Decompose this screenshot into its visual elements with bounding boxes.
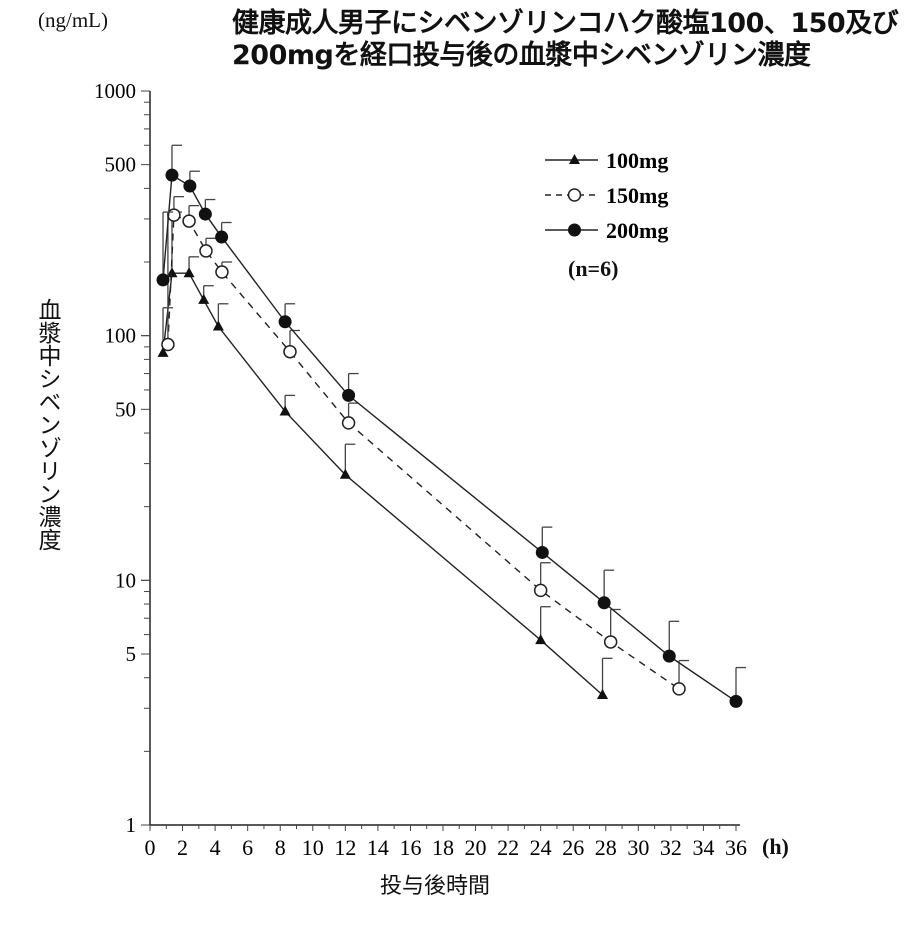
x-tick-label: 28 [595, 835, 617, 860]
legend-label-150mg: 150mg [606, 183, 668, 208]
x-tick-label: 0 [145, 835, 156, 860]
x-tick-label: 2 [177, 835, 188, 860]
x-axis-unit: (h) [762, 834, 789, 859]
x-tick-label: 34 [692, 835, 714, 860]
data-point-200mg [215, 230, 229, 244]
x-tick-label: 32 [660, 835, 682, 860]
data-point-150mg [161, 337, 175, 352]
x-tick-label: 14 [367, 835, 389, 860]
data-point-100mg [597, 688, 609, 699]
legend-marker-200mg [568, 223, 581, 237]
y-tick-label: 50 [115, 397, 136, 421]
data-point-100mg [198, 293, 210, 304]
data-point-200mg [662, 649, 676, 663]
data-point-200mg [165, 168, 179, 182]
chart-title-line-2: 200mgを経口投与後の血漿中シベンゾリン濃度 [232, 40, 811, 71]
y-tick-label: 100 [105, 324, 137, 348]
legend-marker-150mg [567, 188, 582, 202]
data-point-150mg [341, 416, 356, 430]
data-point-200mg [535, 545, 549, 559]
data-point-150mg [283, 344, 297, 359]
x-tick-label: 6 [242, 835, 253, 860]
x-tick-label: 36 [725, 835, 747, 860]
y-tick-label: 500 [105, 153, 137, 177]
x-tick-label: 10 [302, 835, 324, 860]
data-point-150mg [533, 583, 548, 598]
data-point-100mg [157, 346, 169, 357]
data-point-150mg [672, 682, 686, 696]
data-point-100mg [535, 634, 547, 645]
chart-title-line-1: 健康成人男子にシベンゾリンコハク酸塩100、150及び [232, 8, 899, 39]
y-tick-label: 10 [115, 568, 136, 592]
x-tick-label: 30 [627, 835, 649, 860]
data-point-150mg [603, 635, 618, 649]
chart-title: 健康成人男子にシベンゾリンコハク酸塩100、150及び 200mgを経口投与後の… [232, 8, 899, 72]
x-tick-label: 16 [399, 835, 421, 860]
x-tick-label: 18 [432, 835, 454, 860]
data-point-200mg [278, 315, 292, 329]
sample-size-note: (n=6) [568, 256, 619, 281]
data-point-150mg [167, 208, 181, 222]
series-line-200mg [162, 173, 737, 702]
legend-label-200mg: 200mg [606, 218, 668, 243]
data-point-200mg [342, 388, 356, 402]
y-tick-label: 1000 [94, 79, 136, 103]
data-point-100mg [166, 267, 178, 278]
data-point-200mg [183, 179, 197, 193]
data-point-100mg [183, 267, 195, 278]
x-axis-label: 投与後時間 [380, 874, 491, 899]
legend-label-100mg: 100mg [606, 148, 668, 173]
y-tick-label: 1 [126, 813, 137, 837]
x-tick-label: 22 [497, 835, 519, 860]
data-point-100mg [279, 405, 291, 416]
x-tick-label: 20 [465, 835, 487, 860]
y-tick-label: 5 [126, 642, 137, 666]
x-tick-label: 8 [275, 835, 286, 860]
y-axis-unit: (ng/mL) [38, 8, 108, 32]
series-line-150mg [167, 214, 680, 690]
y-axis-label: 血漿中シベンゾリン濃度 [34, 298, 60, 551]
legend-marker-100mg [569, 154, 580, 164]
data-point-150mg [182, 214, 196, 228]
data-point-150mg [199, 244, 213, 258]
x-tick-label: 4 [210, 835, 221, 860]
data-point-150mg [215, 265, 229, 279]
data-point-100mg [212, 320, 224, 331]
x-tick-label: 24 [530, 835, 552, 860]
data-point-200mg [729, 694, 743, 708]
data-point-200mg [597, 596, 611, 610]
data-point-200mg [198, 207, 212, 221]
x-tick-label: 12 [334, 835, 356, 860]
series-line-100mg [162, 272, 603, 696]
x-tick-label: 26 [562, 835, 584, 860]
data-point-200mg [156, 273, 170, 287]
data-point-100mg [339, 468, 351, 479]
